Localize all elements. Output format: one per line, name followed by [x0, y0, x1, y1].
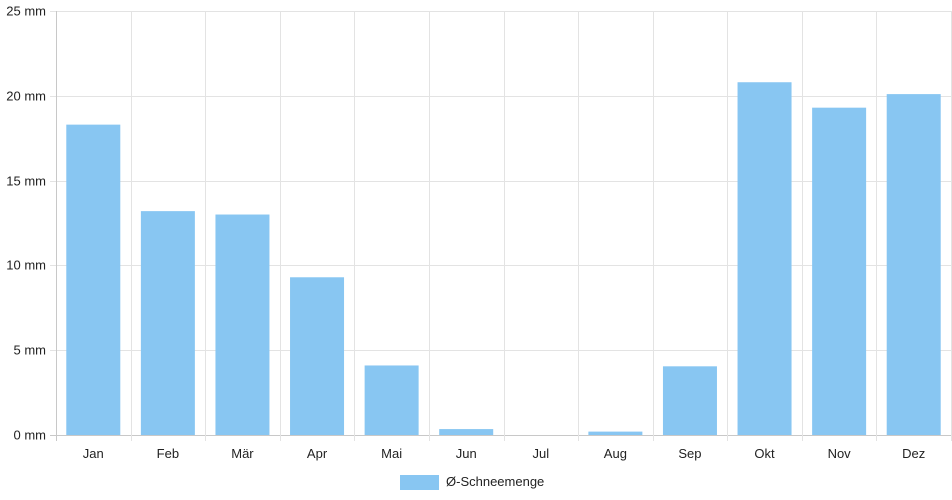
- y-tick-label: 20 mm: [6, 89, 46, 104]
- x-axis-tick-labels: Jan Feb Mär Apr Mai Jun Jul Aug Sep Okt Nov Dez: [83, 446, 925, 461]
- grid-lines: [50, 11, 952, 441]
- legend-swatch[interactable]: [400, 475, 439, 490]
- bar-aug[interactable]: [588, 431, 643, 435]
- legend-label[interactable]: Ø-Schneemenge: [446, 474, 544, 489]
- x-tick-label: Okt: [754, 446, 775, 461]
- legend[interactable]: Ø-Schneemenge: [400, 474, 544, 490]
- x-tick-label: Dez: [902, 446, 925, 461]
- bar-sep[interactable]: [662, 366, 717, 435]
- y-tick-label: 25 mm: [6, 4, 46, 19]
- bar-okt[interactable]: [737, 82, 792, 436]
- x-tick-label: Aug: [604, 446, 627, 461]
- bar-mai[interactable]: [364, 365, 419, 435]
- x-tick-label: Jan: [83, 446, 104, 461]
- x-tick-label: Nov: [828, 446, 852, 461]
- x-tick-label: Feb: [157, 446, 179, 461]
- x-tick-label: Apr: [307, 446, 328, 461]
- y-tick-label: 15 mm: [6, 174, 46, 189]
- bar-dez[interactable]: [886, 94, 941, 435]
- x-tick-label: Mär: [231, 446, 254, 461]
- bar-nov[interactable]: [812, 107, 867, 435]
- x-tick-label: Mai: [381, 446, 402, 461]
- bar-mär[interactable]: [215, 214, 270, 435]
- bar-series: [66, 82, 941, 436]
- y-tick-label: 10 mm: [6, 258, 46, 273]
- bar-jan[interactable]: [66, 124, 121, 435]
- bar-jun[interactable]: [439, 429, 494, 435]
- y-axis-tick-labels: 0 mm 5 mm 10 mm 15 mm 20 mm 25 mm: [6, 4, 46, 443]
- x-tick-label: Jul: [532, 446, 549, 461]
- x-tick-label: Jun: [456, 446, 477, 461]
- bar-feb[interactable]: [140, 211, 195, 435]
- x-tick-label: Sep: [678, 446, 701, 461]
- bar-apr[interactable]: [290, 277, 345, 435]
- y-tick-label: 5 mm: [14, 343, 47, 358]
- y-tick-label: 0 mm: [14, 428, 47, 443]
